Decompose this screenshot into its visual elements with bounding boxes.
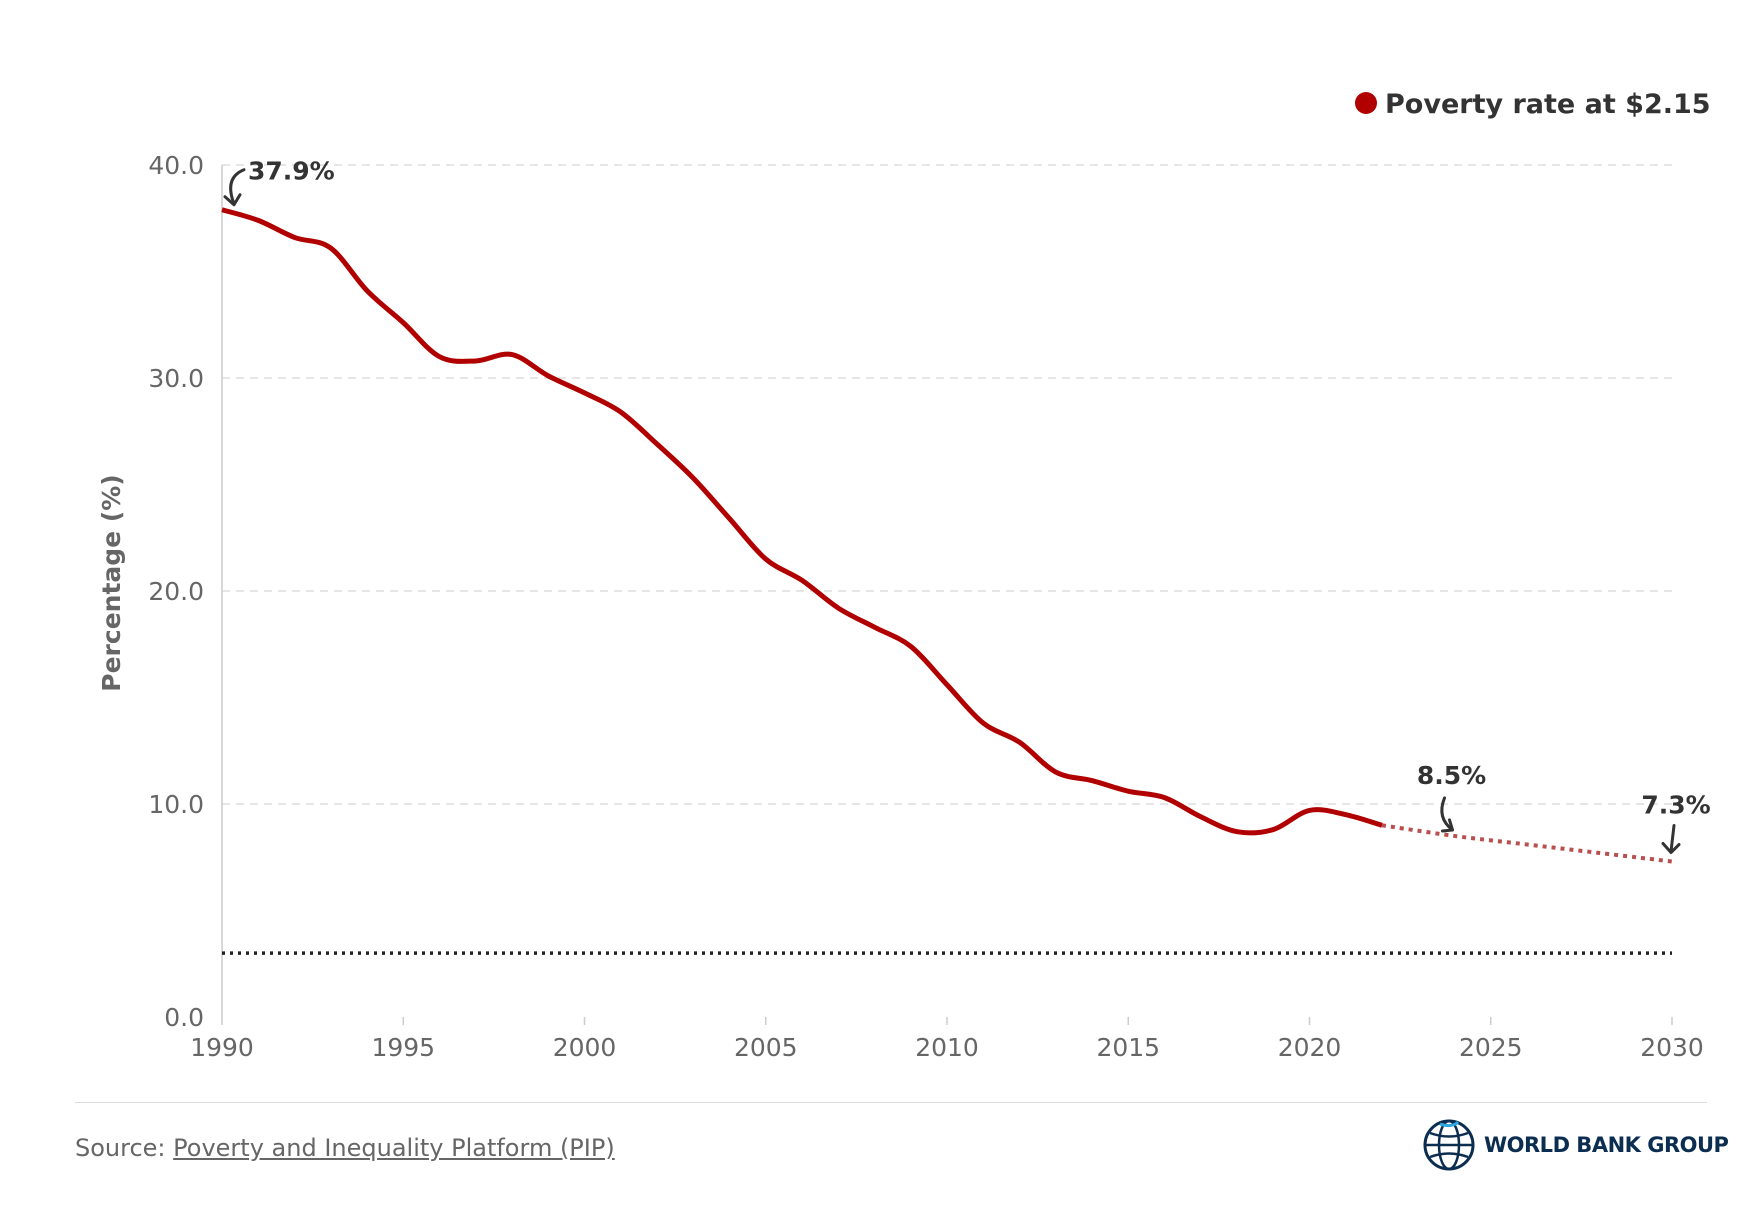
logo-text: WORLD BANK GROUP [1484,1133,1729,1157]
x-tick-label: 2025 [1459,1033,1523,1062]
x-tick-label: 2015 [1096,1033,1160,1062]
y-tick-label: 10.0 [148,790,204,819]
annotation-arrow [229,168,246,206]
y-axis-title: Percentage (%) [97,474,126,691]
x-tick-label: 2010 [915,1033,979,1062]
annotation-label: 8.5% [1417,761,1486,790]
x-tick-label: 2020 [1278,1033,1342,1062]
source-prefix: Source: [75,1134,174,1162]
annotation-arrowhead [1441,818,1454,833]
x-tick-label: 2005 [734,1033,798,1062]
legend-marker [1355,92,1377,114]
annotation-label: 37.9% [248,157,335,186]
annotation-arrow [1440,796,1454,832]
source-link[interactable]: Poverty and Inequality Platform (PIP) [173,1134,615,1162]
poverty-rate-line [221,207,1383,836]
globe-icon [1423,1119,1475,1171]
annotation-arrowhead [223,193,242,207]
footer-divider [75,1102,1707,1103]
x-tick-label: 1995 [371,1033,435,1062]
legend-label: Poverty rate at $2.15 [1385,89,1711,120]
annotation-arrowhead [1661,842,1681,855]
y-tick-label: 0.0 [164,1003,204,1032]
source-note: Source: Poverty and Inequality Platform … [75,1134,615,1162]
x-tick-label: 1990 [190,1033,254,1062]
x-tick-label: 2000 [553,1033,617,1062]
x-tick-label: 2030 [1640,1033,1704,1062]
world-bank-group-logo[interactable]: WORLD BANK GROUP [1422,1118,1729,1172]
annotation-arrow [1669,824,1676,854]
y-tick-label: 30.0 [148,364,204,393]
y-tick-label: 40.0 [148,151,204,180]
annotation-label: 7.3% [1641,791,1710,820]
y-tick-label: 20.0 [148,577,204,606]
projection-line [1381,823,1673,864]
